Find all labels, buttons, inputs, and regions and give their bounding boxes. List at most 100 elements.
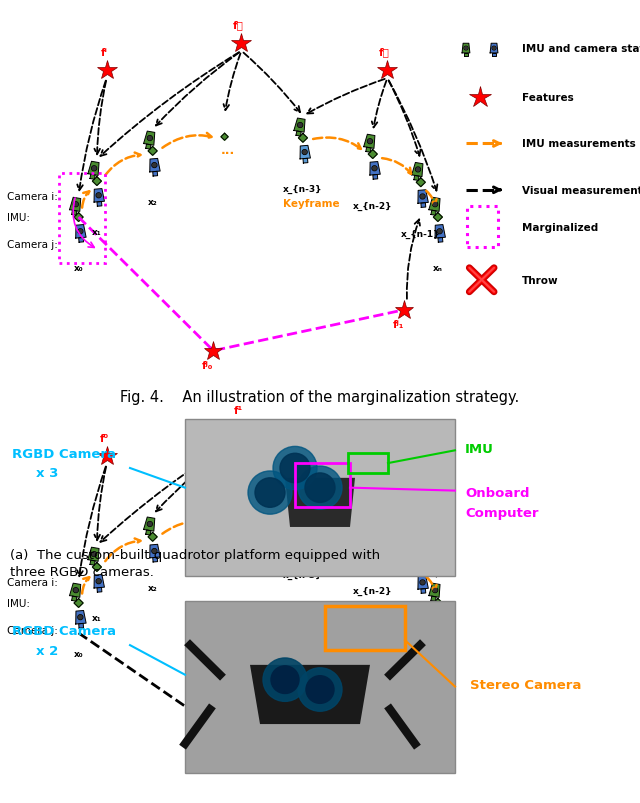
Circle shape (74, 203, 77, 206)
Polygon shape (429, 198, 440, 212)
Polygon shape (431, 597, 436, 601)
Polygon shape (143, 132, 155, 146)
Polygon shape (435, 226, 445, 238)
Polygon shape (72, 597, 77, 601)
Circle shape (367, 525, 372, 530)
Text: x_{n-3}: x_{n-3} (283, 185, 323, 194)
Polygon shape (464, 54, 468, 57)
Text: x_{n-3}: x_{n-3} (283, 570, 323, 580)
Polygon shape (250, 665, 370, 724)
Circle shape (96, 579, 101, 584)
Circle shape (97, 580, 100, 583)
Circle shape (305, 473, 335, 503)
Circle shape (416, 554, 420, 557)
Text: IMU and camera states: IMU and camera states (522, 44, 640, 54)
Circle shape (147, 137, 152, 141)
Polygon shape (416, 178, 426, 187)
Polygon shape (303, 544, 308, 549)
Polygon shape (285, 479, 355, 528)
Circle shape (298, 124, 303, 128)
Polygon shape (221, 520, 228, 527)
Circle shape (74, 202, 78, 207)
Polygon shape (150, 159, 160, 173)
Circle shape (298, 124, 302, 128)
Polygon shape (433, 599, 442, 608)
Text: x₀: x₀ (74, 264, 83, 273)
Polygon shape (79, 624, 84, 629)
Text: x 3: x 3 (36, 467, 58, 480)
Circle shape (298, 467, 342, 510)
Polygon shape (438, 238, 443, 243)
Polygon shape (431, 211, 436, 216)
Circle shape (306, 676, 334, 703)
Circle shape (415, 553, 420, 558)
Text: (a)  The custom-built quadrotor platform equipped with
three RGBD cameras.: (a) The custom-built quadrotor platform … (10, 548, 380, 578)
Circle shape (416, 169, 420, 172)
Polygon shape (366, 533, 371, 539)
Text: x₁: x₁ (92, 228, 102, 237)
Polygon shape (373, 175, 378, 180)
Circle shape (465, 47, 467, 51)
Text: IMU: IMU (465, 442, 494, 455)
Polygon shape (418, 190, 428, 204)
Polygon shape (364, 520, 375, 535)
Circle shape (74, 589, 77, 592)
Text: fʲ₀: fʲ₀ (202, 361, 213, 371)
Text: xₙ: xₙ (433, 650, 443, 658)
Circle shape (74, 588, 78, 593)
Polygon shape (373, 560, 378, 565)
Circle shape (96, 194, 101, 198)
Polygon shape (76, 611, 86, 624)
Polygon shape (296, 517, 301, 522)
Text: fⁱ: fⁱ (100, 47, 108, 58)
Polygon shape (433, 214, 442, 222)
Circle shape (368, 141, 372, 144)
Circle shape (79, 230, 82, 234)
Polygon shape (153, 557, 157, 562)
Text: Stereo Camera: Stereo Camera (470, 679, 581, 691)
Circle shape (372, 167, 377, 171)
Text: IMU measurements: IMU measurements (522, 139, 636, 149)
Circle shape (92, 552, 96, 556)
Circle shape (437, 230, 442, 234)
Circle shape (492, 47, 496, 51)
Polygon shape (294, 504, 305, 519)
Polygon shape (421, 589, 426, 593)
Circle shape (152, 164, 157, 169)
Text: fʲ₁: fʲ₁ (393, 705, 404, 715)
Polygon shape (298, 134, 307, 143)
Text: xₙ: xₙ (433, 264, 443, 273)
Text: f⁳: f⁳ (379, 47, 390, 58)
Circle shape (438, 616, 442, 619)
Circle shape (298, 668, 342, 711)
Text: IMU:: IMU: (7, 598, 29, 608)
Text: x₀: x₀ (74, 650, 83, 658)
Polygon shape (94, 575, 104, 589)
Polygon shape (79, 238, 84, 243)
Polygon shape (70, 198, 81, 212)
Polygon shape (418, 576, 428, 589)
Text: Throw: Throw (522, 275, 559, 285)
Circle shape (368, 526, 372, 529)
Polygon shape (88, 162, 99, 176)
Text: x₂: x₂ (148, 584, 157, 593)
Text: Camera i:: Camera i: (7, 192, 58, 202)
Polygon shape (412, 163, 423, 177)
Text: Marginalized: Marginalized (522, 222, 598, 233)
Polygon shape (150, 544, 160, 558)
Circle shape (298, 510, 302, 513)
Circle shape (437, 615, 442, 620)
Text: Features: Features (522, 93, 574, 103)
Circle shape (153, 165, 156, 168)
Circle shape (415, 168, 420, 173)
Polygon shape (438, 624, 443, 629)
Text: x_{n-1}: x_{n-1} (401, 230, 440, 238)
Polygon shape (300, 146, 310, 160)
Circle shape (464, 47, 468, 51)
Circle shape (147, 522, 152, 527)
Circle shape (248, 471, 292, 515)
Polygon shape (416, 564, 426, 573)
Text: x_{n-2}: x_{n-2} (353, 201, 392, 210)
Circle shape (271, 666, 299, 694)
Polygon shape (146, 530, 151, 536)
